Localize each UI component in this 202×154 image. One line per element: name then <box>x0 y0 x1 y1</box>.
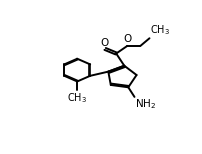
Text: CH$_3$: CH$_3$ <box>67 91 87 105</box>
Text: O: O <box>123 34 131 44</box>
Text: O: O <box>100 38 108 48</box>
Text: NH$_2$: NH$_2$ <box>135 98 156 111</box>
Text: CH$_3$: CH$_3$ <box>150 24 170 37</box>
